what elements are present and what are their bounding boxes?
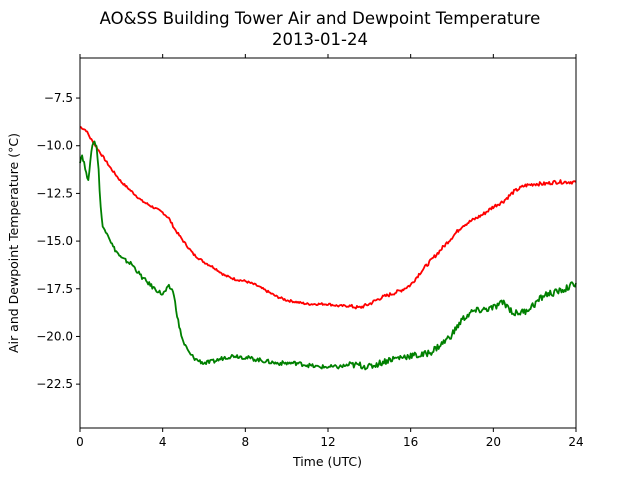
y-tick-label: −10.0 [36,139,73,153]
x-tick-label: 8 [242,435,250,449]
x-axis-label: Time (UTC) [292,454,362,469]
y-tick-label: −22.5 [36,377,73,391]
y-tick-label: −15.0 [36,234,73,248]
y-tick-label: −12.5 [36,186,73,200]
y-tick-label: −7.5 [44,91,73,105]
x-tick-label: 16 [403,435,418,449]
axes-layer: 0 4 8 12 16 20 24 −22.5 −20.0 −17.5 −15.0 −12.5 −10.… [36,54,584,449]
x-tick-label: 20 [486,435,501,449]
chart-title: AO&SS Building Tower Air and Dewpoint Te… [100,9,541,28]
x-tick-label: 0 [76,435,84,449]
chart-subtitle: 2013-01-24 [272,30,368,49]
x-tick-label: 12 [320,435,335,449]
y-tick-label: −20.0 [36,329,73,343]
x-tick-label: 4 [159,435,167,449]
plot-area [80,58,576,428]
x-tick-label: 24 [568,435,583,449]
y-axis-label: Air and Dewpoint Temperature (°C) [6,133,21,353]
series-line-2 [79,140,577,371]
series-line-1 [79,125,577,310]
y-tick-label: −17.5 [36,282,73,296]
series-layer [79,125,577,371]
plot-background [80,58,576,428]
